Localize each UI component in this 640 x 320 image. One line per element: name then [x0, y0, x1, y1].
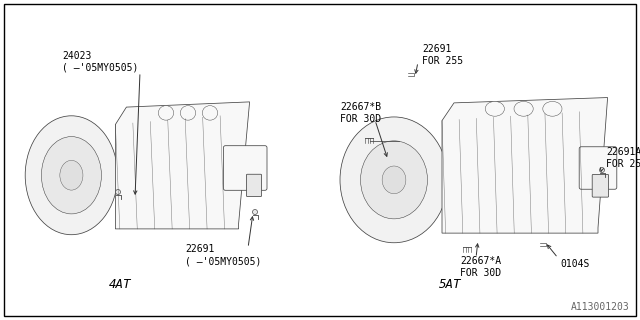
Text: 22691
FOR 255: 22691 FOR 255	[422, 44, 463, 66]
Text: 22667*A
FOR 30D: 22667*A FOR 30D	[460, 256, 501, 278]
Text: 22691A
FOR 255: 22691A FOR 255	[606, 147, 640, 169]
Ellipse shape	[382, 166, 406, 194]
Ellipse shape	[600, 167, 605, 172]
Polygon shape	[115, 102, 250, 229]
Text: A113001203: A113001203	[572, 302, 630, 312]
Ellipse shape	[25, 116, 118, 235]
Text: 0104S: 0104S	[560, 259, 589, 269]
Ellipse shape	[485, 101, 504, 116]
FancyBboxPatch shape	[579, 147, 617, 189]
Text: 22667*B
FOR 30D: 22667*B FOR 30D	[340, 102, 381, 124]
Polygon shape	[442, 98, 607, 233]
Ellipse shape	[42, 137, 101, 214]
FancyBboxPatch shape	[246, 174, 262, 196]
Text: 22691
( –'05MY0505): 22691 ( –'05MY0505)	[185, 244, 261, 266]
Ellipse shape	[340, 117, 448, 243]
Ellipse shape	[60, 160, 83, 190]
FancyBboxPatch shape	[592, 174, 609, 197]
Ellipse shape	[360, 141, 428, 219]
Ellipse shape	[158, 106, 173, 120]
Text: 24023
( –'05MY0505): 24023 ( –'05MY0505)	[62, 51, 138, 73]
Ellipse shape	[253, 210, 257, 214]
FancyBboxPatch shape	[223, 146, 267, 190]
Ellipse shape	[180, 106, 196, 120]
Ellipse shape	[115, 189, 120, 195]
Ellipse shape	[202, 106, 218, 120]
Ellipse shape	[543, 101, 562, 116]
Text: 4AT: 4AT	[109, 278, 131, 292]
Text: 5AT: 5AT	[439, 278, 461, 292]
Ellipse shape	[514, 101, 533, 116]
